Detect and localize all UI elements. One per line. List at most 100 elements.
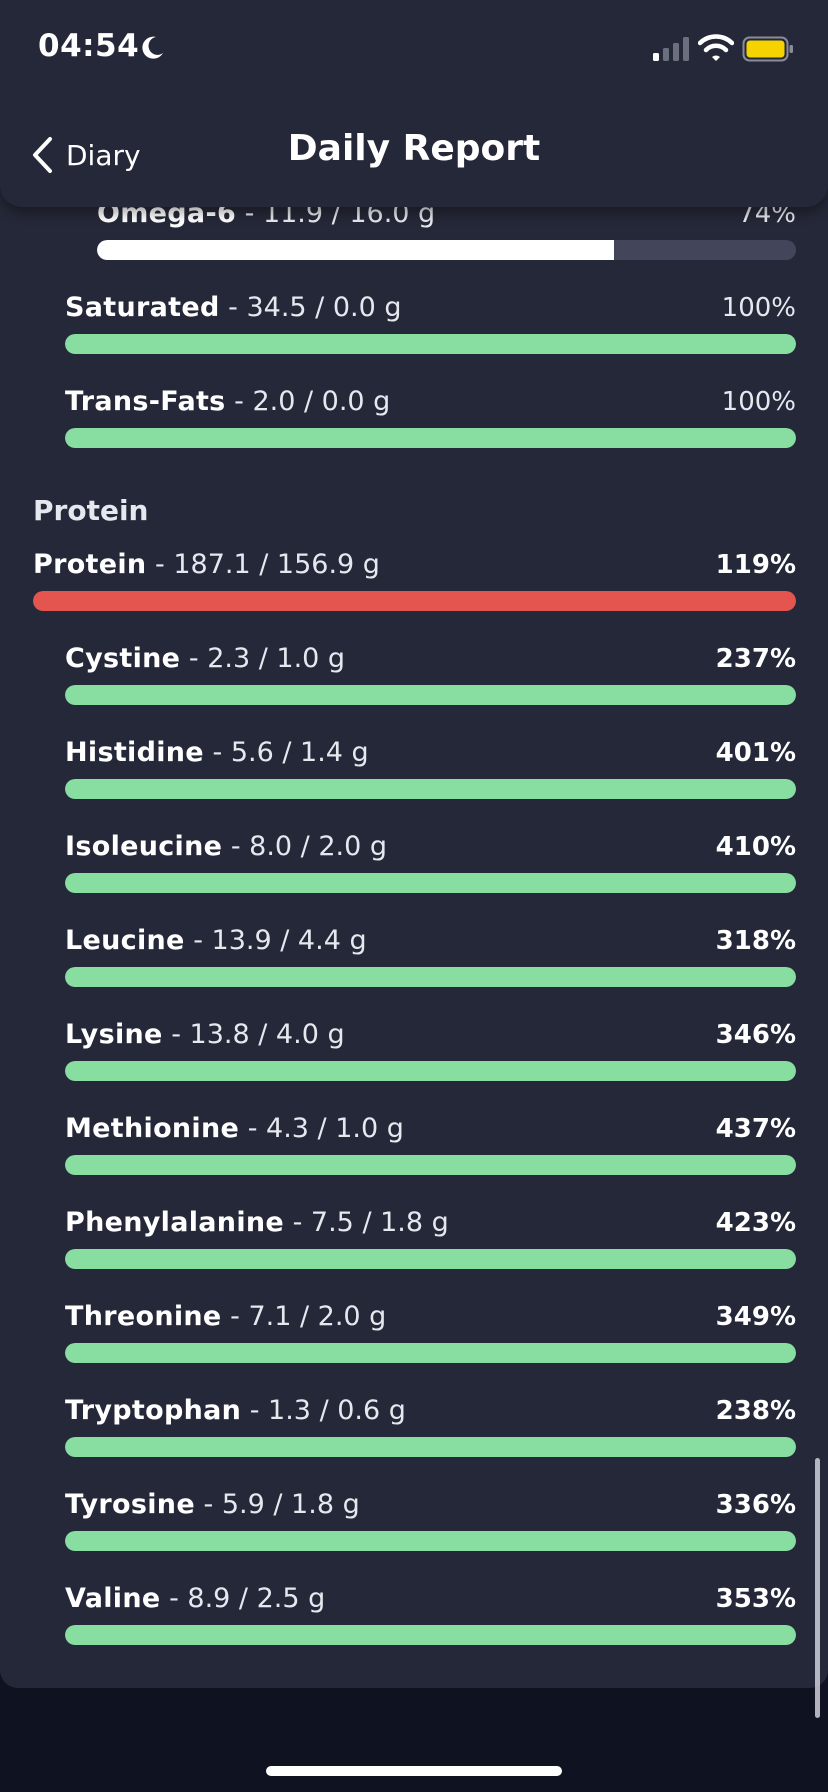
row-label-line: Protein - 187.1 / 156.9 g 119%	[33, 549, 796, 585]
progress-track	[65, 1531, 796, 1551]
nutrient-name: Lysine	[65, 1019, 163, 1050]
nutrient-name: Methionine	[65, 1113, 240, 1144]
nutrient-percent: 401%	[715, 738, 796, 768]
nutrient-name: Histidine	[65, 737, 204, 768]
nutrient-name: Trans-Fats	[65, 386, 226, 417]
section-title-protein: Protein	[33, 494, 149, 527]
progress-track	[65, 873, 796, 893]
nutrient-row-leucine[interactable]: Leucine - 13.9 / 4.4 g 318%	[65, 925, 796, 987]
nav-header: 04:54 Diary Daily Report	[0, 0, 828, 207]
back-label: Diary	[66, 138, 141, 172]
nutrient-percent: 353%	[715, 1584, 796, 1614]
nutrient-name: Phenylalanine	[65, 1207, 285, 1238]
row-label: Trans-Fats - 2.0 / 0.0 g	[65, 386, 390, 417]
nutrient-row-isoleucine[interactable]: Isoleucine - 8.0 / 2.0 g 410%	[65, 831, 796, 893]
nutrient-row-tyrosine[interactable]: Tyrosine - 5.9 / 1.8 g 336%	[65, 1489, 796, 1551]
progress-fill	[65, 873, 796, 893]
back-button[interactable]: Diary	[30, 132, 141, 178]
row-label: Methionine - 4.3 / 1.0 g	[65, 1113, 404, 1144]
row-label-line: Histidine - 5.6 / 1.4 g 401%	[65, 737, 796, 773]
row-label-line: Tyrosine - 5.9 / 1.8 g 336%	[65, 1489, 796, 1525]
progress-fill	[65, 1155, 796, 1175]
nutrient-row-methionine[interactable]: Methionine - 4.3 / 1.0 g 437%	[65, 1113, 796, 1175]
progress-fill	[65, 1437, 796, 1457]
row-label-line: Valine - 8.9 / 2.5 g 353%	[65, 1583, 796, 1619]
nutrient-name: Isoleucine	[65, 831, 223, 862]
row-label-line: Leucine - 13.9 / 4.4 g 318%	[65, 925, 796, 961]
row-label: Tryptophan - 1.3 / 0.6 g	[65, 1395, 406, 1426]
progress-fill	[33, 591, 796, 611]
progress-track	[65, 334, 796, 354]
progress-track	[65, 967, 796, 987]
nutrient-percent: 100%	[721, 293, 796, 323]
status-time: 04:54	[38, 28, 140, 64]
row-label-line: Trans-Fats - 2.0 / 0.0 g 100%	[65, 386, 796, 422]
nutrient-name: Valine	[65, 1583, 161, 1614]
nutrient-amount: - 8.0 / 2.0 g	[222, 831, 388, 862]
progress-fill	[97, 240, 615, 260]
nutrient-percent: 423%	[715, 1208, 796, 1238]
progress-track	[65, 1155, 796, 1175]
wifi-icon	[698, 34, 734, 61]
nutrient-percent: 237%	[715, 644, 796, 674]
progress-fill	[65, 334, 796, 354]
progress-track	[65, 685, 796, 705]
progress-track	[97, 240, 796, 260]
nutrient-percent: 100%	[721, 387, 796, 417]
progress-fill	[65, 967, 796, 987]
progress-fill	[65, 1249, 796, 1269]
row-label: Phenylalanine - 7.5 / 1.8 g	[65, 1207, 449, 1238]
progress-fill	[65, 1343, 796, 1363]
nutrient-amount: - 7.1 / 2.0 g	[221, 1301, 387, 1332]
row-label-line: Cystine - 2.3 / 1.0 g 237%	[65, 643, 796, 679]
nutrient-name: Cystine	[65, 643, 181, 674]
nutrient-row-threonine[interactable]: Threonine - 7.1 / 2.0 g 349%	[65, 1301, 796, 1363]
progress-fill	[65, 428, 796, 448]
progress-track	[65, 1061, 796, 1081]
nutrient-row-phenylalanine[interactable]: Phenylalanine - 7.5 / 1.8 g 423%	[65, 1207, 796, 1269]
nutrient-name: Tryptophan	[65, 1395, 242, 1426]
nutrient-row-valine[interactable]: Valine - 8.9 / 2.5 g 353%	[65, 1583, 796, 1645]
nutrient-percent: 119%	[715, 550, 796, 580]
nutrient-percent: 346%	[715, 1020, 796, 1050]
page-title: Daily Report	[287, 128, 541, 169]
scrollbar[interactable]	[815, 1458, 820, 1718]
nutrient-amount: - 5.9 / 1.8 g	[194, 1489, 360, 1520]
progress-track	[65, 779, 796, 799]
nutrient-amount: - 7.5 / 1.8 g	[284, 1207, 449, 1238]
row-label: Saturated - 34.5 / 0.0 g	[65, 292, 402, 323]
nutrient-row-omega-6[interactable]: Omega-6 - 11.9 / 16.0 g 74%	[97, 198, 796, 260]
home-indicator[interactable]	[266, 1766, 562, 1776]
nutrient-amount: - 2.3 / 1.0 g	[180, 643, 346, 674]
nutrient-row-protein-total[interactable]: Protein - 187.1 / 156.9 g 119%	[33, 549, 796, 611]
row-label-line: Phenylalanine - 7.5 / 1.8 g 423%	[65, 1207, 796, 1243]
chevron-left-icon	[33, 137, 52, 173]
nutrient-row-lysine[interactable]: Lysine - 13.8 / 4.0 g 346%	[65, 1019, 796, 1081]
nutrient-percent: 349%	[715, 1302, 796, 1332]
row-label: Threonine - 7.1 / 2.0 g	[65, 1301, 386, 1332]
row-label-line: Tryptophan - 1.3 / 0.6 g 238%	[65, 1395, 796, 1431]
nutrient-row-saturated[interactable]: Saturated - 34.5 / 0.0 g 100%	[65, 292, 796, 354]
nutrient-name: Threonine	[65, 1301, 222, 1332]
nutrient-percent: 410%	[715, 832, 796, 862]
row-label: Protein - 187.1 / 156.9 g	[33, 549, 380, 580]
nutrient-amount: - 4.3 / 1.0 g	[239, 1113, 404, 1144]
nutrient-percent: 437%	[715, 1114, 796, 1144]
row-label: Histidine - 5.6 / 1.4 g	[65, 737, 369, 768]
row-label-line: Methionine - 4.3 / 1.0 g 437%	[65, 1113, 796, 1149]
nutrient-row-histidine[interactable]: Histidine - 5.6 / 1.4 g 401%	[65, 737, 796, 799]
nutrient-percent: 336%	[715, 1490, 796, 1520]
row-label-line: Threonine - 7.1 / 2.0 g 349%	[65, 1301, 796, 1337]
progress-fill	[65, 685, 796, 705]
nutrient-percent: 238%	[715, 1396, 796, 1426]
nutrient-row-tryptophan[interactable]: Tryptophan - 1.3 / 0.6 g 238%	[65, 1395, 796, 1457]
nutrient-amount: - 34.5 / 0.0 g	[219, 292, 402, 323]
row-label: Isoleucine - 8.0 / 2.0 g	[65, 831, 387, 862]
signal-icon	[653, 37, 689, 61]
row-label-line: Isoleucine - 8.0 / 2.0 g 410%	[65, 831, 796, 867]
nutrient-row-trans-fats[interactable]: Trans-Fats - 2.0 / 0.0 g 100%	[65, 386, 796, 448]
progress-track	[33, 591, 796, 611]
row-label: Lysine - 13.8 / 4.0 g	[65, 1019, 345, 1050]
nutrient-row-cystine[interactable]: Cystine - 2.3 / 1.0 g 237%	[65, 643, 796, 705]
row-label: Leucine - 13.9 / 4.4 g	[65, 925, 367, 956]
